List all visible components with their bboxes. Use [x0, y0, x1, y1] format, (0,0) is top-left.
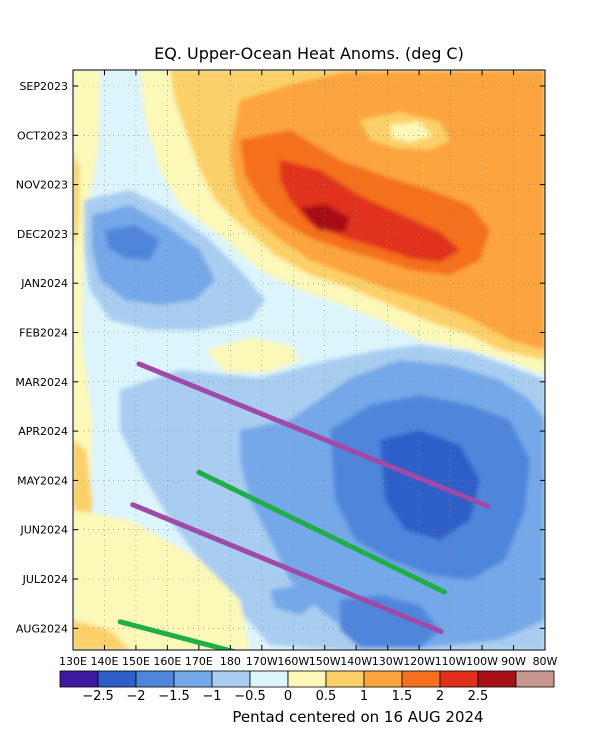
colorbar-label: −2: [126, 689, 145, 704]
contour-cool-late: [340, 595, 440, 648]
colorbar-label: −0.5: [234, 689, 266, 704]
green-line-2: [117, 619, 238, 650]
contour-warm-3: [300, 204, 350, 232]
x-tick-label: 180: [220, 655, 241, 668]
y-tick-label: DEC2023: [17, 228, 68, 241]
contour-warm-summer-2: [73, 620, 130, 650]
y-tick-label: SEP2023: [19, 80, 68, 93]
colorbar-swatch: [363, 670, 403, 688]
y-tick-label: APR2024: [18, 425, 68, 438]
x-tick-label: 130W: [372, 655, 404, 668]
colorbar-swatch: [211, 670, 251, 688]
x-tick-label: 170E: [185, 655, 213, 668]
x-tick-label: 140W: [340, 655, 372, 668]
x-tick-label: 140E: [90, 655, 118, 668]
colorbar-label: −1.5: [158, 689, 190, 704]
colorbar-swatch: [515, 670, 555, 688]
colorbar-label: −1: [202, 689, 221, 704]
colorbar-label: 1.5: [392, 689, 413, 704]
anomaly-contours: [73, 70, 545, 650]
x-tick-label: 80W: [533, 655, 558, 668]
grid-lines: [73, 70, 545, 650]
x-tick-label: 130E: [59, 655, 87, 668]
colorbar-label: 0: [284, 689, 292, 704]
x-tick-label: 110W: [435, 655, 467, 668]
plot-frame: [72, 69, 546, 651]
x-tick-label: 90W: [501, 655, 526, 668]
x-tick-label: 160W: [277, 655, 309, 668]
colorbar-swatch: [249, 670, 289, 688]
colorbar-swatch: [59, 670, 99, 688]
x-tick-label: 120W: [403, 655, 435, 668]
chart-title: EQ. Upper-Ocean Heat Anoms. (deg C): [154, 44, 464, 63]
annotation-lines: [117, 361, 491, 650]
x-tick-label: 170W: [246, 655, 278, 668]
colorbar-label: 1: [360, 689, 368, 704]
x-axis: 130E 140E 150E 160E 170E 180 170W 160W 150W 140W 1…: [59, 70, 558, 668]
colorbar-swatch: [401, 670, 441, 688]
footer-caption: Pentad centered on 16 AUG 2024: [232, 708, 483, 726]
x-tick-label: 160E: [153, 655, 181, 668]
purple-line-1: [136, 361, 491, 509]
y-tick-label: AUG2024: [16, 622, 68, 635]
contour-cool-late-2: [270, 585, 320, 615]
x-tick-label: 100W: [466, 655, 498, 668]
colorbar-swatch: [97, 670, 137, 688]
y-tick-label: MAR2024: [15, 376, 68, 389]
y-axis: SEP2023 OCT2023 NOV2023 DEC2023 JAN2024 FEB20…: [15, 80, 545, 635]
y-tick-label: MAY2024: [17, 474, 68, 487]
x-tick-label: 150W: [309, 655, 341, 668]
y-tick-label: JUN2024: [19, 524, 68, 537]
colorbar-label: 0.5: [316, 689, 337, 704]
colorbar-label: 2.5: [468, 689, 489, 704]
colorbar-swatch: [135, 670, 175, 688]
y-tick-label: NOV2023: [16, 179, 68, 192]
contour-warm-mid: [205, 338, 300, 372]
y-tick-label: JAN2024: [20, 277, 68, 290]
purple-line-2: [130, 502, 444, 635]
y-tick-label: OCT2023: [17, 129, 68, 142]
y-tick-label: JUL2024: [22, 573, 68, 586]
colorbar: −2.5 −2 −1.5 −1 −0.5 0 0.5 1 1.5 2 2.5: [59, 670, 555, 704]
contour-warm-hole-2: [390, 122, 432, 142]
green-line-1: [196, 469, 447, 595]
colorbar-label: 2: [436, 689, 444, 704]
colorbar-swatch: [439, 670, 479, 688]
colorbar-swatch: [477, 670, 517, 688]
contour-west-warm-3: [73, 150, 80, 250]
colorbar-swatch: [325, 670, 365, 688]
plot-area: [73, 70, 545, 650]
x-tick-label: 150E: [122, 655, 150, 668]
colorbar-label: −2.5: [82, 689, 114, 704]
contour-warm-summer: [73, 510, 250, 650]
colorbar-swatch: [173, 670, 213, 688]
colorbar-swatch: [287, 670, 327, 688]
y-tick-label: FEB2024: [19, 327, 68, 340]
